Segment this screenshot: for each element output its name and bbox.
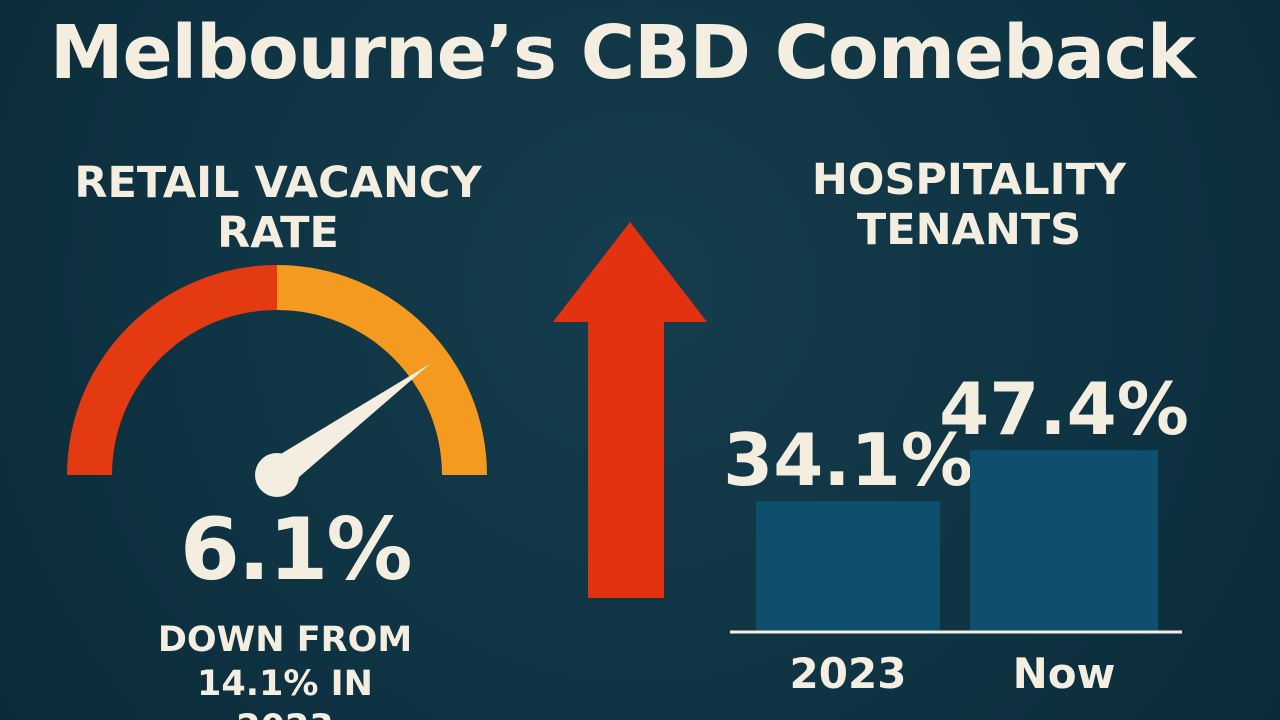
gauge-needle <box>267 363 431 488</box>
bar-now <box>970 450 1158 632</box>
gauge-right-band <box>277 265 487 475</box>
x-tick-label-2023: 2023 <box>790 649 907 698</box>
hospitality-tenants-title: Hospitality Tenants <box>811 155 1127 255</box>
retail-vacancy-title: Retail Vacancy Rate <box>74 158 482 258</box>
page-title: Melbourne’s CBD Comeback <box>49 10 1196 96</box>
up-arrow-icon-svg <box>553 222 707 598</box>
retail-vacancy-note: Down from 14.1% in 2023 <box>157 620 413 720</box>
retail-vacancy-gauge <box>60 265 500 510</box>
bar-2023 <box>756 501 940 632</box>
bar-value-label-now: 47.4% <box>939 367 1189 451</box>
bar-value-label-2023: 34.1% <box>723 418 973 502</box>
x-tick-label-now: Now <box>1013 649 1116 698</box>
gauge-svg <box>67 265 487 497</box>
gauge-needle-hub <box>255 453 299 497</box>
gauge-left-band <box>67 265 277 475</box>
up-arrow-shape <box>553 222 707 598</box>
retail-vacancy-value: 6.1% <box>180 500 413 600</box>
up-arrow-icon <box>545 220 715 600</box>
hospitality-bar-chart-svg: 34.1% 2023 47.4% Now <box>723 367 1189 698</box>
hospitality-bar-chart: 34.1% 2023 47.4% Now <box>720 270 1200 710</box>
